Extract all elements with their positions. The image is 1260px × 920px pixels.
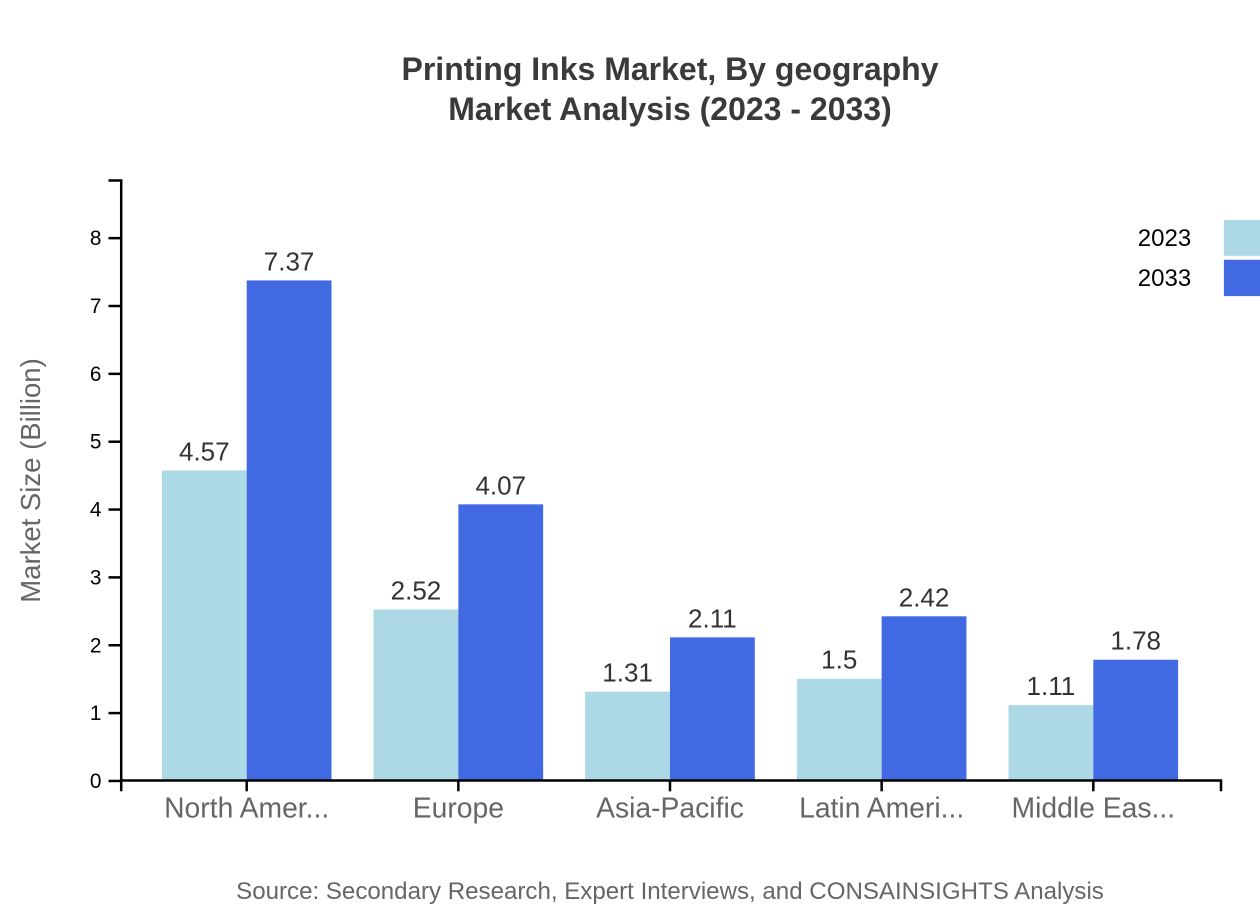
- svg-text:Market Size (Billion): Market Size (Billion): [15, 358, 46, 603]
- svg-text:7.37: 7.37: [264, 246, 315, 276]
- svg-text:2.52: 2.52: [391, 576, 442, 606]
- svg-text:4.07: 4.07: [475, 470, 526, 500]
- svg-text:8: 8: [90, 227, 102, 250]
- svg-text:1.78: 1.78: [1110, 626, 1161, 656]
- svg-text:Source: Secondary Research, Ex: Source: Secondary Research, Expert Inter…: [236, 878, 1104, 905]
- svg-text:2: 2: [90, 634, 102, 657]
- svg-text:Europe: Europe: [413, 791, 504, 823]
- svg-text:North Amer...: North Amer...: [164, 791, 329, 823]
- svg-text:Market Analysis (2023 - 2033): Market Analysis (2023 - 2033): [448, 91, 892, 127]
- svg-text:0: 0: [90, 770, 102, 793]
- svg-text:2.11: 2.11: [688, 603, 737, 633]
- svg-text:1: 1: [90, 702, 102, 725]
- svg-text:6: 6: [90, 363, 102, 386]
- svg-text:2023: 2023: [1138, 225, 1191, 252]
- svg-text:4: 4: [90, 499, 102, 522]
- svg-text:4.57: 4.57: [179, 436, 230, 466]
- svg-text:Asia-Pacific: Asia-Pacific: [596, 791, 744, 823]
- svg-text:1.31: 1.31: [602, 658, 653, 688]
- svg-text:5: 5: [90, 431, 102, 454]
- svg-text:1.11: 1.11: [1027, 671, 1076, 701]
- svg-text:Printing Inks Market, By geogr: Printing Inks Market, By geography: [402, 51, 939, 87]
- svg-text:1.5: 1.5: [821, 645, 857, 675]
- svg-text:3: 3: [90, 566, 102, 589]
- svg-text:Latin Ameri...: Latin Ameri...: [799, 791, 964, 823]
- svg-text:2.42: 2.42: [899, 582, 950, 612]
- svg-text:Middle Eas...: Middle Eas...: [1012, 791, 1176, 823]
- svg-text:2033: 2033: [1138, 265, 1191, 292]
- svg-text:7: 7: [90, 295, 102, 318]
